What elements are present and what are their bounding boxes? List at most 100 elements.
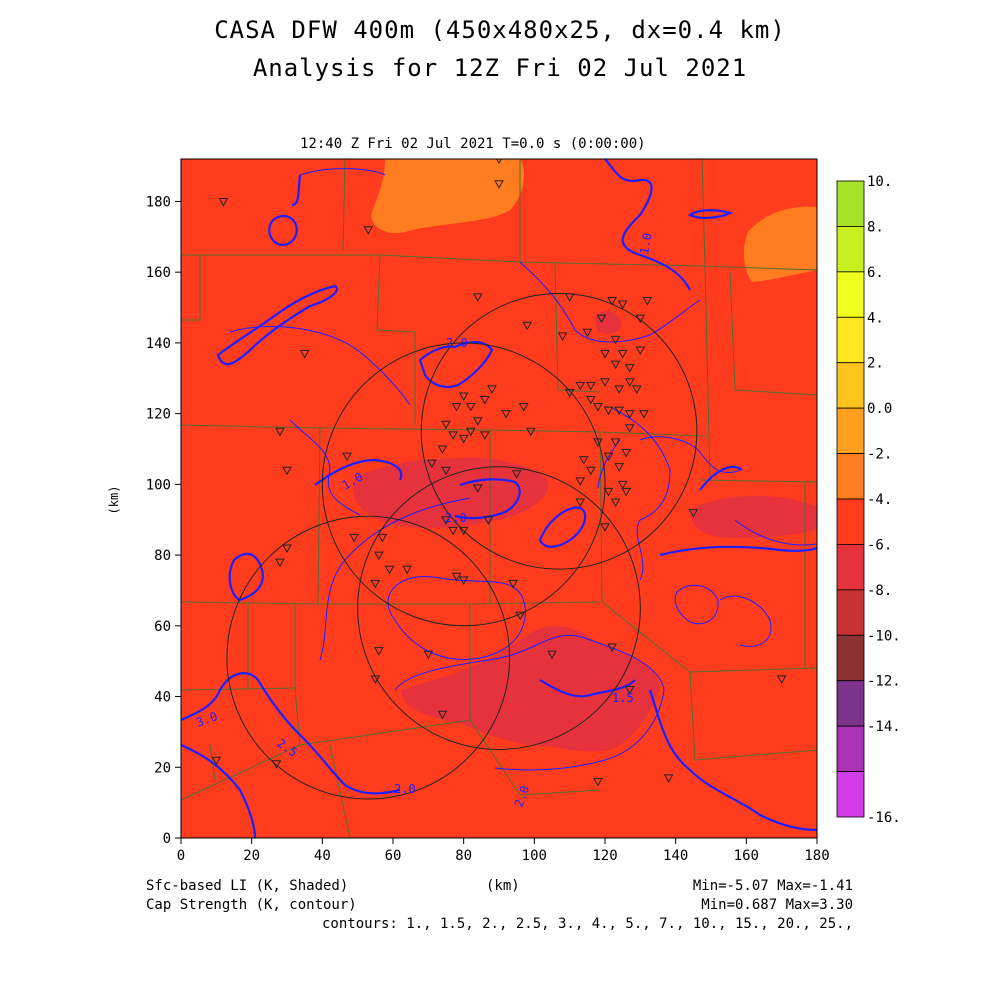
station-marker <box>299 350 310 359</box>
y-tick-label: 60 <box>154 619 171 635</box>
station-marker <box>374 647 384 656</box>
contour-line <box>229 326 411 406</box>
contour-line <box>719 595 772 647</box>
shade-orange-north <box>371 159 525 234</box>
radar-ring <box>321 342 606 627</box>
station-marker <box>617 480 628 490</box>
station-marker <box>586 466 596 476</box>
station-marker <box>275 427 285 437</box>
colorbar-swatch <box>836 453 865 500</box>
station-marker <box>614 406 624 416</box>
contour-line <box>181 743 257 838</box>
contour-label: 2.0 <box>446 336 468 350</box>
x-tick-label: 140 <box>663 848 688 864</box>
colorbar-label: 0.0 <box>867 401 892 417</box>
station-marker <box>631 385 642 394</box>
contour-label: 1.0 <box>637 232 655 256</box>
y-tick-label: 80 <box>154 548 171 564</box>
contour-line <box>291 174 302 207</box>
station-marker <box>472 484 483 493</box>
station-marker <box>578 456 589 465</box>
contour-line <box>228 552 264 602</box>
county-line <box>329 744 351 838</box>
station-marker <box>547 650 557 660</box>
contour-line <box>216 284 338 366</box>
station-marker <box>617 300 628 310</box>
station-marker <box>472 417 483 426</box>
radar-ring <box>226 515 511 800</box>
colorbar-swatch <box>836 498 865 545</box>
station-marker <box>508 579 518 589</box>
station-marker <box>614 463 624 472</box>
footer-shaded-range: Min=-5.07 Max=-1.41 <box>693 878 853 894</box>
station-marker <box>494 180 504 189</box>
colorbar-label: -8. <box>867 583 892 599</box>
county-boundaries <box>181 159 817 838</box>
county-line <box>729 271 817 396</box>
station-marker <box>596 314 607 324</box>
footer-contour-label: Cap Strength (K, contour) <box>146 897 357 913</box>
colorbar-label: -14. <box>867 719 901 735</box>
contour-line <box>519 261 701 343</box>
station-marker <box>621 449 632 458</box>
contour-label: 2.0 <box>445 511 467 525</box>
station-marker <box>575 477 586 486</box>
county-line <box>181 255 201 321</box>
station-marker <box>593 777 603 787</box>
station-marker <box>624 378 635 387</box>
county-line <box>599 431 691 673</box>
shade-low-northeast <box>595 310 622 335</box>
station-marker <box>441 466 451 476</box>
contour-line <box>418 341 494 389</box>
county-line <box>689 667 817 673</box>
county-line <box>689 671 817 761</box>
colorbar-label: 2. <box>867 356 884 372</box>
station-marker <box>564 388 575 398</box>
station-markers <box>211 159 787 787</box>
x-tick-label: 60 <box>385 848 402 864</box>
station-marker <box>557 332 568 341</box>
x-tick-label: 20 <box>243 848 260 864</box>
station-marker <box>600 523 610 532</box>
station-marker <box>522 321 533 331</box>
colorbar-label: 6. <box>867 265 884 281</box>
colorbar-label: -6. <box>867 537 892 553</box>
y-tick-label: 120 <box>146 407 171 423</box>
colorbar-swatch <box>836 316 865 364</box>
station-marker <box>593 403 603 412</box>
y-tick-label: 140 <box>146 336 171 352</box>
y-axis: 0 20 40 60 80 100 120 140 160 180 <box>146 194 181 847</box>
station-marker <box>483 516 494 525</box>
contour-label: 2.0 <box>512 784 533 809</box>
colorbar-label: 4. <box>867 310 884 326</box>
contour-line <box>387 576 526 660</box>
colorbar-swatch <box>836 271 865 318</box>
station-marker <box>374 551 384 561</box>
station-marker <box>610 360 621 370</box>
station-marker <box>218 197 229 207</box>
contour-line <box>604 159 691 291</box>
station-marker <box>441 420 451 430</box>
footer-x-unit: (km) <box>486 878 520 894</box>
colorbar-swatch <box>836 725 865 772</box>
station-marker <box>441 516 451 525</box>
station-marker <box>610 498 621 508</box>
title-line-1: CASA DFW 400m (450x480x25, dx=0.4 km) <box>214 16 786 44</box>
county-line <box>317 427 321 605</box>
station-marker <box>472 293 483 302</box>
x-tick-label: 120 <box>592 848 617 864</box>
county-line <box>181 601 601 605</box>
station-marker <box>635 346 646 355</box>
colorbar-label: -4. <box>867 492 892 508</box>
station-marker <box>448 431 458 440</box>
y-tick-label: 40 <box>154 690 171 706</box>
colorbar-swatch <box>836 680 865 727</box>
station-marker <box>610 438 621 447</box>
station-marker <box>614 385 624 394</box>
colorbar-label: -2. <box>867 447 892 463</box>
colorbar-label: 8. <box>867 219 884 235</box>
colorbar-label: 10. <box>867 174 892 190</box>
contour-line <box>299 168 386 176</box>
station-marker <box>363 226 374 235</box>
